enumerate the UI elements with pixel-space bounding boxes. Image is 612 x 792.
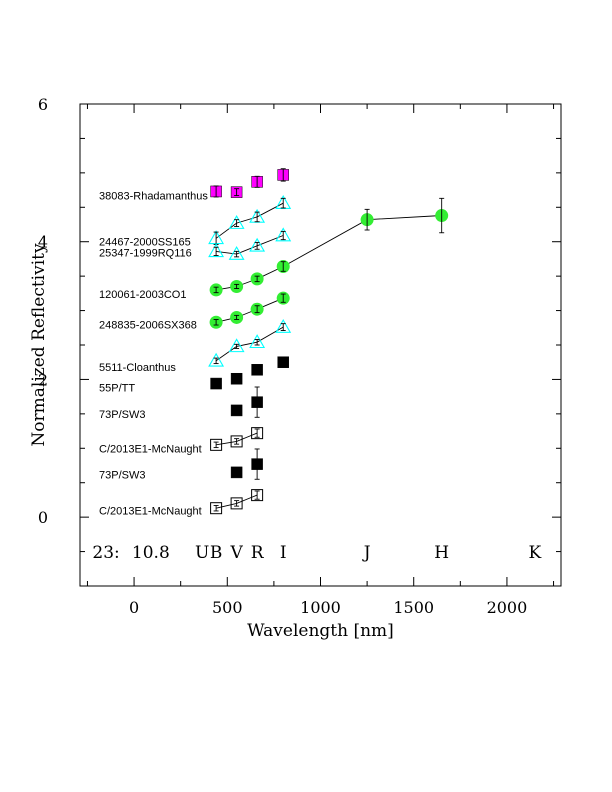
series-group <box>208 195 292 245</box>
x-tick-label: 1000 <box>300 598 341 617</box>
series-label: 5511-Cloanthus <box>99 362 176 374</box>
series-group <box>208 227 292 260</box>
y-tick-label: 4 <box>38 233 48 252</box>
band-label-K: K <box>529 543 542 563</box>
data-point <box>230 497 243 510</box>
series-label: 73P/SW3 <box>99 409 145 421</box>
data-point <box>275 227 292 242</box>
y-tick-label: 2 <box>38 370 48 389</box>
series-group <box>210 489 264 515</box>
x-axis-label: Wavelength [nm] <box>247 621 394 641</box>
series-label: C/2013E1-McNaught <box>99 505 202 517</box>
band-label-V: V <box>229 543 243 563</box>
series-line <box>215 297 284 323</box>
series-label: 248835-2006SX368 <box>99 319 197 331</box>
band-row-prefix: 23: <box>92 543 119 563</box>
data-point <box>251 489 264 502</box>
x-tick-label: 2000 <box>487 598 528 617</box>
series-label: 38083-Rhadamanthus <box>99 191 208 203</box>
series-group <box>208 318 292 367</box>
data-point <box>208 352 225 367</box>
band-label-J: J <box>362 543 371 563</box>
series-label: 120061-2003CO1 <box>99 289 186 301</box>
data-point <box>228 338 245 353</box>
band-label-R: R <box>251 543 265 563</box>
series-group <box>230 386 263 418</box>
series-group <box>210 427 264 451</box>
data-point <box>210 502 223 515</box>
x-tick-label: 1500 <box>393 598 434 617</box>
axes-layer <box>79 103 562 587</box>
data-point <box>230 435 243 448</box>
data-point <box>208 243 225 258</box>
data-point <box>249 334 266 349</box>
series-layer <box>208 168 449 515</box>
series-line <box>215 202 284 239</box>
data-point <box>249 237 266 252</box>
band-label-I: I <box>280 543 287 563</box>
y-tick-label: 6 <box>38 95 48 114</box>
series-label: 25347-1999RQ116 <box>99 248 192 260</box>
series-label: 73P/SW3 <box>99 469 145 481</box>
band-label-H: H <box>434 543 449 563</box>
series-label: 24467-2000SS165 <box>99 237 191 249</box>
y-tick-label: 0 <box>38 508 48 527</box>
series-group <box>209 291 290 329</box>
series-line <box>216 235 284 255</box>
data-point <box>210 438 223 451</box>
x-tick-label: 500 <box>212 598 243 617</box>
series-label: C/2013E1-McNaught <box>99 443 202 455</box>
band-row-magnitude: 10.8 <box>132 543 170 563</box>
series-group <box>210 168 289 198</box>
data-point <box>228 246 245 260</box>
series-group <box>210 356 289 390</box>
band-label-B: B <box>210 543 223 563</box>
data-point <box>275 318 292 333</box>
series-label: 55P/TT <box>99 383 135 395</box>
band-label-U: U <box>195 543 209 563</box>
x-tick-label: 0 <box>129 598 139 617</box>
data-point <box>228 215 245 229</box>
text-layer: 0 500 1000 1500 2000 0 2 4 6 Wavelength [nm] Norma… <box>29 95 542 641</box>
series-line <box>216 215 442 291</box>
data-point <box>251 427 264 440</box>
y-axis-label: Normalized Reflectivity <box>29 243 49 447</box>
series-line <box>215 326 284 362</box>
series-group <box>230 448 263 480</box>
series-group <box>209 197 449 297</box>
